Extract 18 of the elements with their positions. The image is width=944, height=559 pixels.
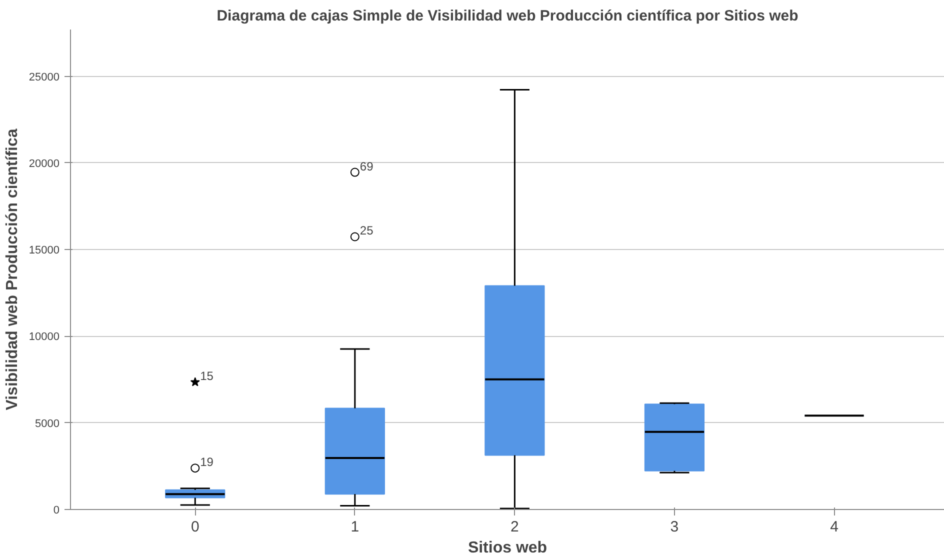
annotation: 69: [360, 159, 374, 174]
y-tick-label: 15000: [28, 244, 60, 257]
y-tick-label: 10000: [28, 331, 60, 344]
y-tick-label: 20000: [28, 158, 60, 170]
x-tick-label: 1: [350, 518, 360, 536]
x-tick-label: 3: [670, 518, 679, 536]
x-tick-label: 2: [510, 518, 519, 536]
x-axis-title: Sitios web: [468, 540, 548, 556]
annotation: 25: [360, 224, 374, 238]
chart-title: Diagrama de cajas Simple de Visibilidad web Producción científica por Sitios web: [216, 8, 798, 24]
annotation: 15: [200, 369, 214, 384]
y-tick-label: 5000: [35, 418, 60, 430]
x-tick-label: 4: [830, 518, 838, 536]
y-tick-label: 0: [53, 504, 60, 516]
annotation: 19: [200, 455, 214, 470]
y-tick-label: 25000: [28, 71, 60, 84]
y-axis-title: Visibilidad web Producción científica: [4, 128, 21, 410]
x-tick-label: 0: [190, 518, 200, 536]
